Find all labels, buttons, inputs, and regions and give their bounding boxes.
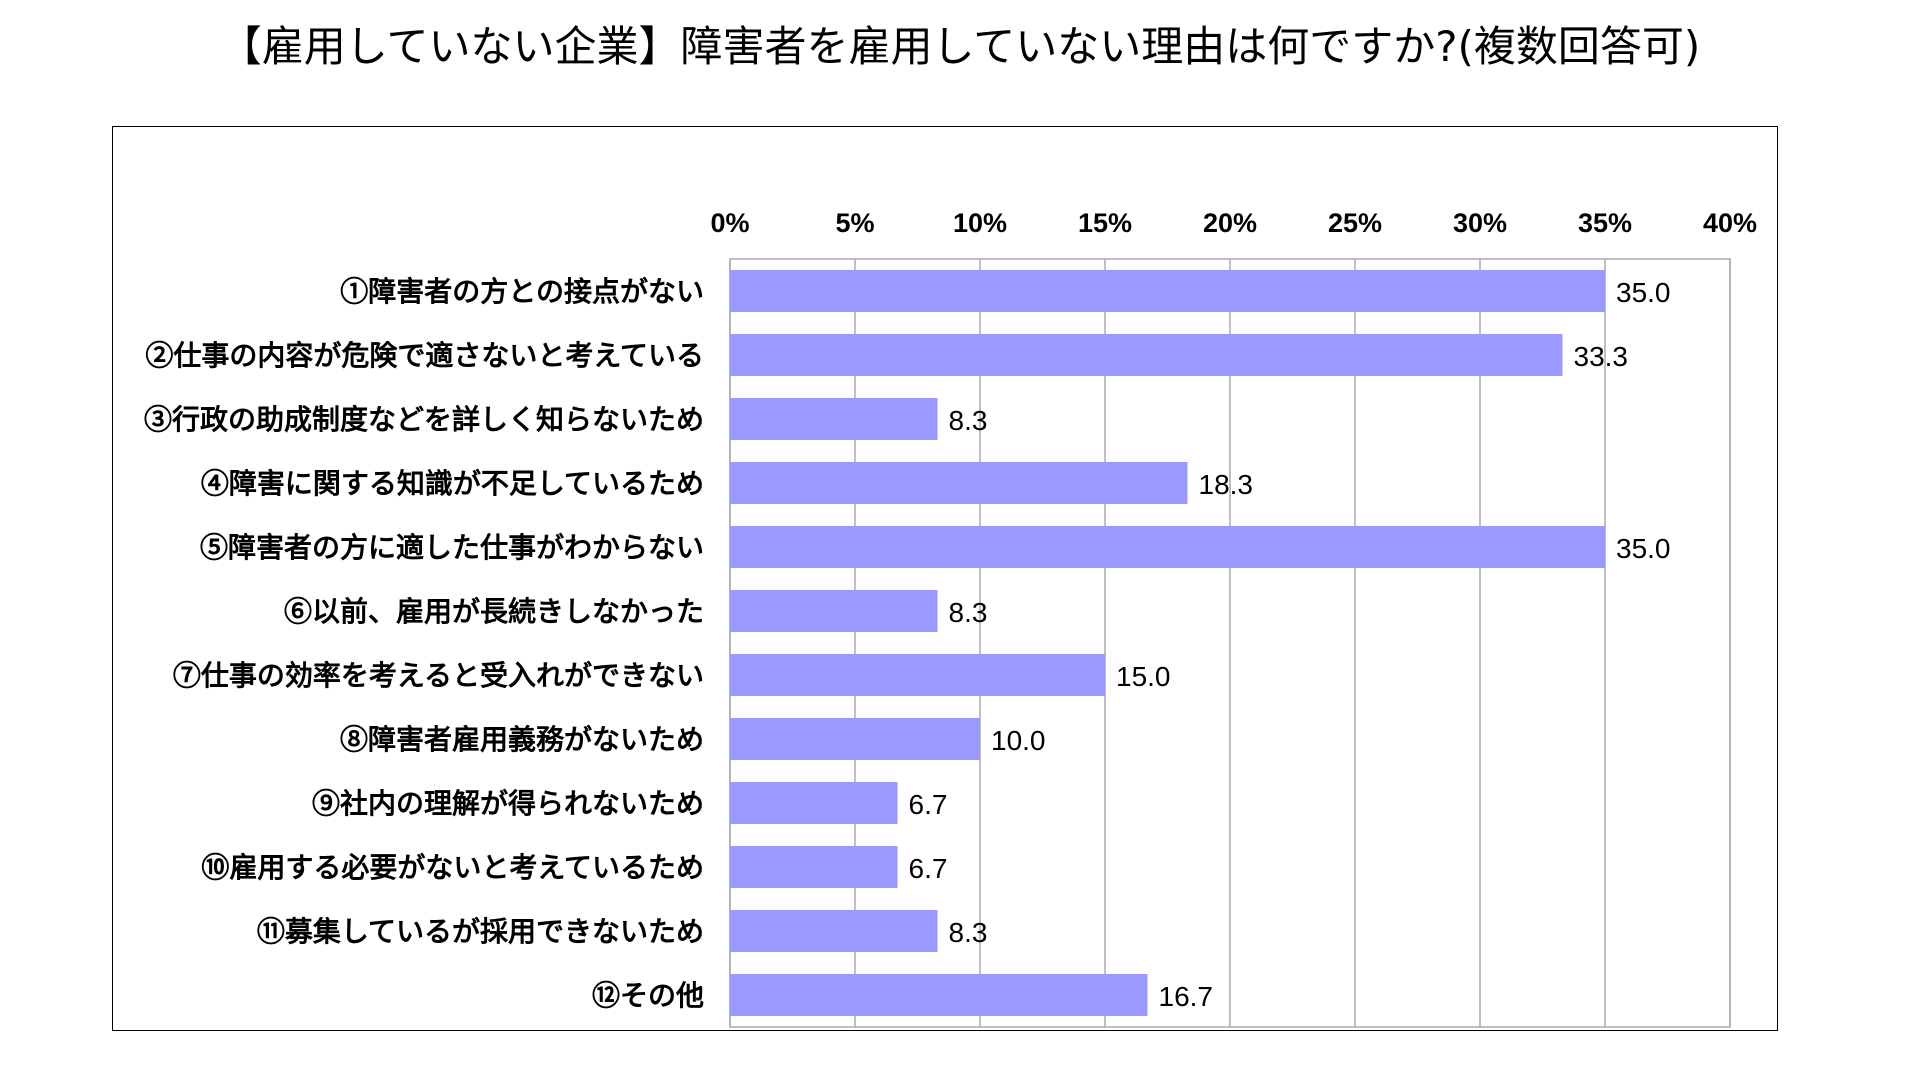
category-label: ⑪募集しているが採用できないため xyxy=(257,915,704,947)
bar xyxy=(730,974,1148,1016)
category-label: ③行政の助成制度などを詳しく知らないため xyxy=(144,403,704,435)
x-tick-label: 25% xyxy=(1328,208,1382,238)
value-label: 10.0 xyxy=(991,725,1046,756)
category-label: ⑫その他 xyxy=(592,979,704,1011)
category-label: ④障害に関する知識が不足しているため xyxy=(201,467,704,499)
value-label: 18.3 xyxy=(1199,469,1254,500)
x-tick-label: 10% xyxy=(953,208,1007,238)
value-label: 16.7 xyxy=(1159,981,1214,1012)
x-tick-label: 5% xyxy=(835,208,874,238)
x-tick-label: 15% xyxy=(1078,208,1132,238)
value-labels: 35.0 33.3 8.3 18.3 35.0 8.3 15.0 10.0 6.7 6.7 8.3 1… xyxy=(909,277,1671,1012)
x-tick-label: 40% xyxy=(1703,208,1757,238)
category-label: ①障害者の方との接点がない xyxy=(340,275,704,307)
x-tick-label: 35% xyxy=(1578,208,1632,238)
bar xyxy=(730,398,938,440)
x-tick-label: 20% xyxy=(1203,208,1257,238)
category-label: ⑧障害者雇用義務がないため xyxy=(340,723,704,755)
category-label: ⑨社内の理解が得られないため xyxy=(312,787,704,819)
chart-title: 【雇用していない企業】障害者を雇用していない理由は何ですか?(複数回答可) xyxy=(219,22,1701,71)
bar xyxy=(730,910,938,952)
value-label: 8.3 xyxy=(949,405,988,436)
x-axis-ticks: 0% 5% 10% 15% 20% 25% 30% 35% 40% xyxy=(710,208,1757,238)
category-label: ⑥以前、雇用が長続きしなかった xyxy=(284,595,704,627)
value-label: 8.3 xyxy=(949,917,988,948)
bar xyxy=(730,782,898,824)
category-labels: ①障害者の方との接点がない ②仕事の内容が危険で適さないと考えている ③行政の助成制… xyxy=(144,275,704,1011)
bars xyxy=(730,270,1605,1016)
bar xyxy=(730,590,938,632)
value-label: 33.3 xyxy=(1574,341,1629,372)
bar xyxy=(730,270,1605,312)
value-label: 35.0 xyxy=(1616,533,1671,564)
category-label: ⑩雇用する必要がないと考えているため xyxy=(201,851,704,883)
value-label: 8.3 xyxy=(949,597,988,628)
value-label: 15.0 xyxy=(1116,661,1171,692)
category-label: ⑤障害者の方に適した仕事がわからない xyxy=(200,531,704,563)
bar xyxy=(730,846,898,888)
bar xyxy=(730,654,1105,696)
bar xyxy=(730,462,1188,504)
bar xyxy=(730,526,1605,568)
bar xyxy=(730,334,1563,376)
value-label: 35.0 xyxy=(1616,277,1671,308)
x-tick-label: 0% xyxy=(710,208,749,238)
value-label: 6.7 xyxy=(909,789,948,820)
grid-lines xyxy=(729,258,1731,1028)
bar xyxy=(730,718,980,760)
category-label: ②仕事の内容が危険で適さないと考えている xyxy=(145,339,704,371)
category-label: ⑦仕事の効率を考えると受入れができない xyxy=(173,659,704,691)
x-tick-label: 30% xyxy=(1453,208,1507,238)
value-label: 6.7 xyxy=(909,853,948,884)
